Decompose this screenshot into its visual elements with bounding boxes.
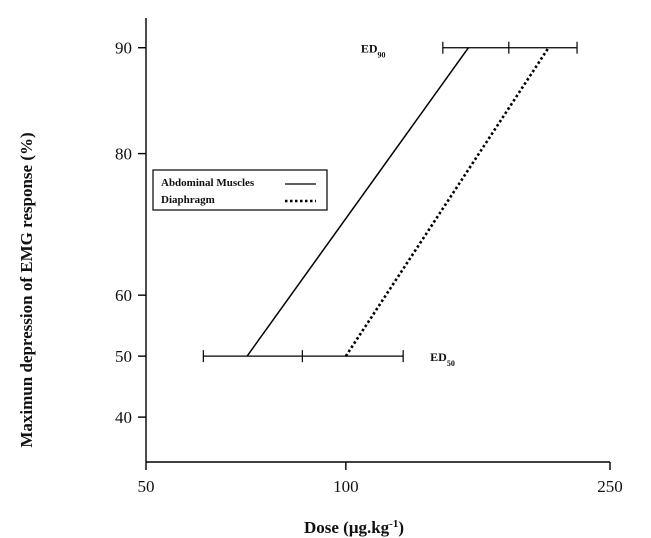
y-tick-label: 90 xyxy=(115,39,132,58)
x-axis-title-unit: μg.kg xyxy=(349,518,390,537)
x-axis-title: Dose (μg.kg-1) xyxy=(304,518,404,537)
y-tick-label: 40 xyxy=(115,408,132,427)
series-line-abdominal-muscles xyxy=(246,47,470,357)
y-tick-label: 50 xyxy=(115,347,132,366)
legend: Abdominal Muscles Diaphragm xyxy=(152,169,328,211)
error-bar-ed90: ED90 xyxy=(361,41,578,60)
y-tick-label: 80 xyxy=(115,145,132,164)
series-line-diaphragm xyxy=(344,47,550,357)
x-axis-title-sup: -1 xyxy=(389,518,398,530)
error-bars-layer: ED50 ED90 xyxy=(202,41,578,368)
legend-box xyxy=(152,169,328,211)
ed90-label: ED90 xyxy=(361,42,386,60)
error-bar-ed50: ED50 xyxy=(202,350,455,368)
legend-label-abdominal: Abdominal Muscles xyxy=(161,177,255,189)
legend-label-diaphragm: Diaphragm xyxy=(161,194,215,206)
axes xyxy=(145,18,610,463)
x-tick-label: 100 xyxy=(333,477,359,496)
series-layer xyxy=(246,47,550,357)
y-ticks: 40 50 60 80 90 xyxy=(115,39,146,427)
x-ticks: 50 100 250 xyxy=(138,462,623,496)
x-axis-title-close: ) xyxy=(398,518,404,537)
x-tick-label: 50 xyxy=(138,477,155,496)
y-axis-title: Maximun depression of EMG response (%) xyxy=(17,132,36,447)
y-tick-label: 60 xyxy=(115,286,132,305)
x-tick-label: 250 xyxy=(597,477,623,496)
x-axis-title-text: Dose ( xyxy=(304,518,349,537)
ed50-label: ED50 xyxy=(430,350,455,368)
